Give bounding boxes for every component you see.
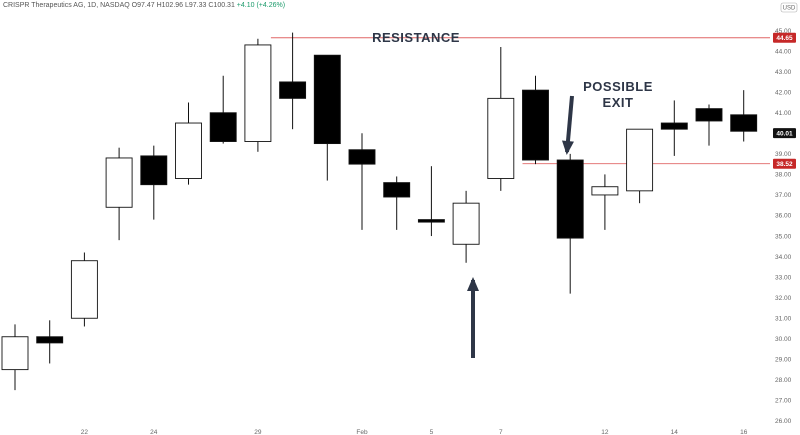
candle-body-down <box>731 115 757 131</box>
y-tick-label: 31.00 <box>775 315 792 322</box>
candle <box>523 76 549 164</box>
y-tick-label: 39.00 <box>775 151 792 158</box>
candle <box>245 39 271 152</box>
y-tick-label: 44.00 <box>775 48 792 55</box>
price-badge: 40.01 <box>773 128 796 138</box>
y-tick-label: 37.00 <box>775 192 792 199</box>
x-tick-label: 7 <box>499 429 503 435</box>
y-tick-label: 30.00 <box>775 336 792 343</box>
candle-body-up <box>245 45 271 142</box>
candle <box>453 191 479 263</box>
candle-body-up <box>488 98 514 178</box>
y-tick-label: 28.00 <box>775 377 792 384</box>
candle-body-down <box>661 123 687 129</box>
x-tick-label: Feb <box>356 429 368 435</box>
candle <box>384 176 410 229</box>
y-tick-label: 42.00 <box>775 89 792 96</box>
y-tick-label: 38.00 <box>775 172 792 179</box>
svg-text:USD: USD <box>783 6 796 12</box>
candle-body-down <box>314 55 340 143</box>
y-tick-label: 41.00 <box>775 110 792 117</box>
y-tick-label: 34.00 <box>775 254 792 261</box>
candle-body-down <box>418 220 444 223</box>
candle <box>141 146 167 220</box>
candle <box>280 33 306 130</box>
candle <box>731 90 757 141</box>
x-tick-label: 12 <box>601 429 609 435</box>
candle <box>488 47 514 191</box>
candle-body-up <box>176 123 202 178</box>
annotation-label: EXIT <box>603 95 634 110</box>
price-levels <box>271 38 770 164</box>
candle-body-down <box>349 150 375 164</box>
candle-body-down <box>37 337 63 343</box>
candle-body-up <box>592 187 618 195</box>
annotation-label: RESISTANCE <box>372 30 460 45</box>
annotation-label: POSSIBLE <box>583 79 653 94</box>
candle <box>627 129 653 203</box>
y-tick-label: 26.00 <box>775 418 792 425</box>
candle <box>314 55 340 180</box>
y-tick-label: 36.00 <box>775 213 792 220</box>
y-tick-label: 29.00 <box>775 357 792 364</box>
x-tick-label: 5 <box>430 429 434 435</box>
candle <box>71 252 97 326</box>
x-tick-label: 16 <box>740 429 748 435</box>
candle-body-up <box>453 203 479 244</box>
price-axis: 26.00 27.00 28.00 29.00 30.00 31.00 32.00 33.00… <box>775 28 792 425</box>
down-arrow-icon <box>562 96 574 155</box>
candle <box>557 154 583 294</box>
candle-body-down <box>280 82 306 98</box>
candle-body-up <box>106 158 132 207</box>
candle-body-up <box>2 337 28 370</box>
candle-body-up <box>627 129 653 191</box>
candle <box>106 148 132 240</box>
candle <box>210 76 236 144</box>
candle <box>592 174 618 229</box>
price-badge: 44.65 <box>773 33 796 43</box>
candle-body-down <box>523 90 549 160</box>
y-tick-label: 33.00 <box>775 274 792 281</box>
svg-text:38.52: 38.52 <box>776 161 793 168</box>
svg-text:44.65: 44.65 <box>776 35 793 42</box>
price-badge: 38.52 <box>773 159 796 169</box>
x-tick-label: 24 <box>150 429 158 435</box>
y-tick-label: 35.00 <box>775 233 792 240</box>
candle <box>2 324 28 390</box>
svg-text:40.01: 40.01 <box>776 130 793 137</box>
y-tick-label: 43.00 <box>775 69 792 76</box>
candle-body-down <box>210 113 236 142</box>
candle-body-down <box>384 183 410 197</box>
candle <box>176 102 202 184</box>
candle-body-up <box>71 261 97 319</box>
x-tick-label: 29 <box>254 429 262 435</box>
y-tick-label: 27.00 <box>775 398 792 405</box>
candle <box>418 166 444 236</box>
candle <box>661 100 687 155</box>
x-tick-label: 14 <box>671 429 679 435</box>
candle <box>349 133 375 230</box>
candle-body-down <box>696 109 722 121</box>
candle-body-down <box>141 156 167 185</box>
currency-badge: USD <box>781 3 797 12</box>
y-tick-label: 32.00 <box>775 295 792 302</box>
candle-body-down <box>557 160 583 238</box>
up-arrow-icon <box>467 277 479 358</box>
candle <box>696 105 722 146</box>
time-axis: 22 24 29 Feb 5 7 12 14 16 <box>81 429 748 435</box>
x-tick-label: 22 <box>81 429 89 435</box>
candle <box>37 320 63 363</box>
